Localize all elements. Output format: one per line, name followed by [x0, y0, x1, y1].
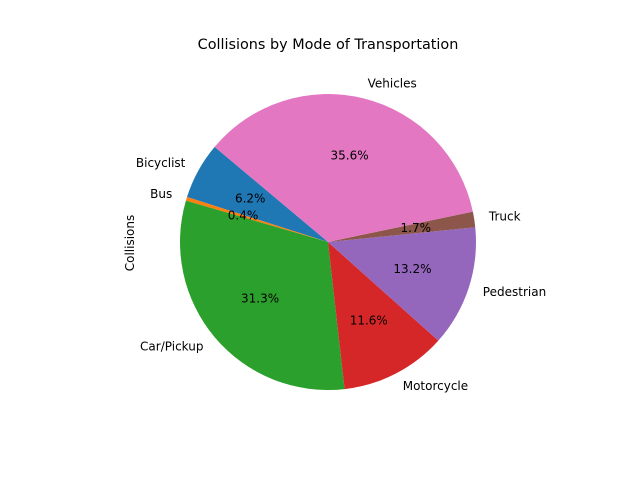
pie-slice-motorcycle	[328, 242, 439, 390]
percentage-labels: 6.2% 0.4% 31.3% 11.6% 13.2% 1.7% 35.6%	[228, 148, 432, 327]
slice-label-bicyclist: Bicyclist	[136, 156, 186, 170]
pie-slices	[180, 94, 476, 391]
pct-label-bicyclist: 6.2%	[235, 192, 266, 206]
pie-slice-vehicles	[214, 94, 473, 242]
slice-label-car-pickup: Car/Pickup	[140, 339, 203, 353]
slice-label-bus: Bus	[150, 187, 172, 201]
slice-label-pedestrian: Pedestrian	[483, 285, 546, 299]
pie-slice-bicyclist	[186, 146, 328, 242]
pct-label-bus: 0.4%	[228, 209, 259, 223]
slice-label-motorcycle: Motorcycle	[403, 379, 468, 393]
pie-slice-car-pickup	[180, 200, 345, 391]
pct-label-vehicles: 35.6%	[331, 148, 369, 162]
pct-label-truck: 1.7%	[401, 221, 432, 235]
slice-label-vehicles: Vehicles	[368, 77, 417, 91]
y-axis-label: Collisions	[123, 215, 137, 272]
pie-slice-truck	[328, 211, 476, 242]
pct-label-pedestrian: 13.2%	[393, 262, 431, 276]
pie-slice-pedestrian	[328, 227, 476, 341]
pct-label-motorcycle: 11.6%	[350, 313, 388, 327]
pie-slice-bus	[185, 197, 328, 242]
slice-labels: Bicyclist Bus Car/Pickup Motorcycle Pedestri…	[136, 77, 546, 394]
chart-title: Collisions by Mode of Transportation	[198, 37, 459, 53]
slice-label-truck: Truck	[488, 210, 521, 224]
pct-label-car-pickup: 31.3%	[241, 292, 279, 306]
